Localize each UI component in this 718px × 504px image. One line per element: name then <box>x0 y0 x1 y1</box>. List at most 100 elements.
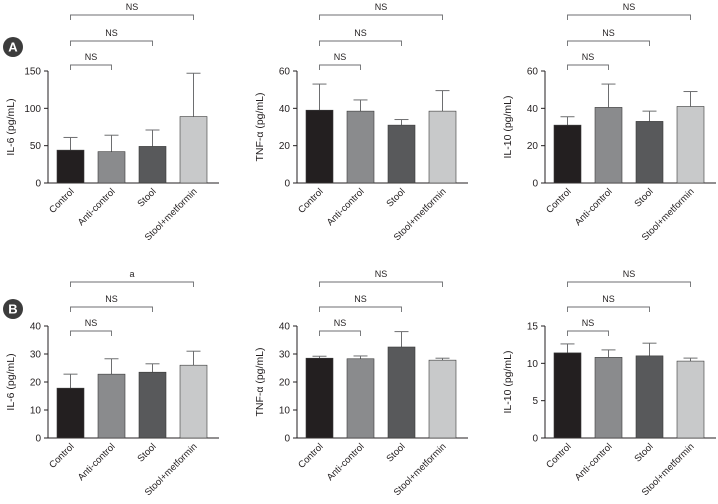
bar-stool-metformin <box>179 364 208 439</box>
panel-a-badge: A <box>3 37 23 57</box>
significance-bracket <box>70 281 194 287</box>
y-axis-label: IL-6 (pg/mL) <box>5 353 17 410</box>
bar-anti-control <box>346 110 375 184</box>
category-label: Anti-control <box>325 441 367 483</box>
category-label: Stool <box>136 441 159 464</box>
category-label: Anti-control <box>76 186 118 228</box>
significance-label: NS <box>375 269 388 279</box>
y-tick-label: 30 <box>30 350 42 361</box>
y-tick-label: 10 <box>279 406 291 417</box>
y-tick-label: 0 <box>284 434 290 445</box>
category-label: Stool <box>385 186 408 209</box>
significance-bracket <box>567 64 609 70</box>
y-tick-label: 20 <box>279 141 291 152</box>
bar-stool <box>387 346 416 439</box>
y-axis-label: IL-10 (pg/mL) <box>502 350 514 413</box>
significance-bracket <box>319 64 361 70</box>
category-label: Anti-control <box>76 441 118 483</box>
y-tick-label: 150 <box>24 67 41 78</box>
significance-label: NS <box>623 2 636 12</box>
significance-label: NS <box>375 2 388 12</box>
category-label: Stool <box>385 441 408 464</box>
significance-label: NS <box>623 269 636 279</box>
y-tick-label: 60 <box>279 67 291 78</box>
y-tick-label: 0 <box>284 179 290 190</box>
y-axis-label: TNF-α (pg/mL) <box>254 92 266 161</box>
bar-anti-control <box>97 151 126 184</box>
category-label: Control <box>296 441 325 470</box>
chart-3: 0 20 40 60 IL-10 (pg/mL) Control Anti-control S… <box>502 2 716 243</box>
bar-control <box>305 357 334 439</box>
significance-bracket <box>319 40 402 46</box>
panel-a-letter: A <box>8 40 18 55</box>
significance-bracket <box>319 306 402 312</box>
bar-stool <box>635 121 664 184</box>
y-tick-label: 15 <box>527 322 539 333</box>
category-label: Anti-control <box>573 441 615 483</box>
significance-label: NS <box>354 28 367 38</box>
significance-label: NS <box>602 28 615 38</box>
category-label: Stool <box>633 186 656 209</box>
bar-stool-metformin <box>428 359 457 439</box>
significance-bracket <box>567 40 650 46</box>
significance-label: NS <box>334 318 347 328</box>
y-tick-label: 10 <box>527 359 539 370</box>
category-label: Anti-control <box>325 186 367 228</box>
y-axis-label: IL-10 (pg/mL) <box>502 95 514 158</box>
panel-b-circle <box>3 299 23 319</box>
significance-bracket <box>567 306 650 312</box>
y-tick-label: 40 <box>30 322 42 333</box>
bar-control <box>56 149 85 184</box>
category-label: Control <box>47 186 76 215</box>
significance-bracket <box>70 330 112 336</box>
significance-bracket <box>319 281 443 287</box>
significance-label: NS <box>602 294 615 304</box>
significance-bracket <box>567 330 609 336</box>
chart-5: 0 10 20 30 40 TNF-α (pg/mL) Control Anti-contro… <box>254 269 468 498</box>
bar-control <box>56 387 85 439</box>
significance-bracket <box>70 306 153 312</box>
y-tick-label: 10 <box>30 406 42 417</box>
chart-1: 0 50 100 150 IL-6 (pg/mL) Control Anti-control… <box>5 2 219 243</box>
bar-stool <box>138 146 167 184</box>
bar-stool-metformin <box>179 116 208 184</box>
bar-stool <box>635 355 664 439</box>
y-tick-label: 30 <box>279 350 291 361</box>
y-tick-label: 20 <box>279 378 291 389</box>
y-tick-label: 20 <box>30 378 42 389</box>
y-tick-label: 40 <box>527 104 539 115</box>
significance-label: NS <box>105 294 118 304</box>
category-label: Control <box>544 186 573 215</box>
bar-anti-control <box>594 357 623 439</box>
category-label: Control <box>544 441 573 470</box>
y-tick-label: 0 <box>532 179 538 190</box>
significance-bracket <box>70 40 153 46</box>
category-label: Stool <box>136 186 159 209</box>
bar-stool-metformin <box>676 106 705 184</box>
bar-stool-metformin <box>676 360 705 439</box>
significance-bracket <box>567 281 691 287</box>
y-tick-label: 0 <box>532 434 538 445</box>
bar-anti-control <box>97 373 126 439</box>
panel-a-circle <box>3 37 23 57</box>
bar-stool <box>387 124 416 184</box>
bar-control <box>305 109 334 184</box>
significance-bracket <box>567 14 691 20</box>
panel-b-badge: B <box>3 299 23 319</box>
panel-b-letter: B <box>8 302 17 317</box>
significance-label: NS <box>85 318 98 328</box>
y-axis-label: TNF-α (pg/mL) <box>254 347 266 416</box>
category-label: Control <box>296 186 325 215</box>
significance-bracket <box>70 64 112 70</box>
chart-4: 0 10 20 30 40 IL-6 (pg/mL) Control Anti-control… <box>5 269 219 498</box>
y-tick-label: 60 <box>527 67 539 78</box>
significance-label: NS <box>85 52 98 62</box>
y-tick-label: 20 <box>527 141 539 152</box>
category-label: Anti-control <box>573 186 615 228</box>
significance-label: NS <box>582 318 595 328</box>
significance-bracket <box>319 14 443 20</box>
bar-anti-control <box>346 358 375 439</box>
bar-stool <box>138 371 167 439</box>
